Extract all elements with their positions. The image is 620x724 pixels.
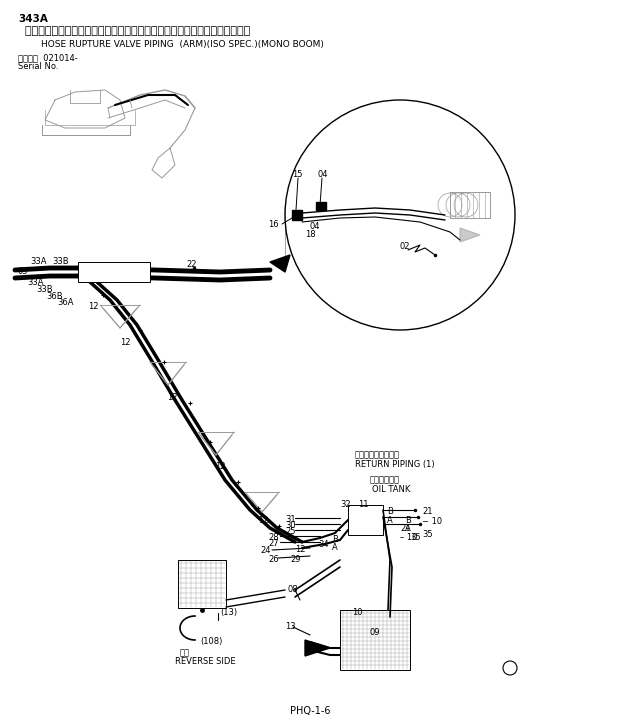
Text: 21: 21: [400, 524, 410, 533]
Text: 343A: 343A: [18, 14, 48, 24]
Text: RETURN PIPING (1): RETURN PIPING (1): [355, 460, 435, 469]
Text: 11: 11: [358, 500, 368, 509]
Text: 29: 29: [290, 555, 301, 564]
Text: A: A: [405, 524, 410, 533]
Text: 適用号機  021014-: 適用号機 021014-: [18, 53, 78, 62]
Text: 12: 12: [258, 516, 268, 525]
Text: 30: 30: [285, 521, 296, 530]
Text: 16: 16: [268, 220, 278, 229]
Text: Serial No.: Serial No.: [18, 62, 58, 71]
Text: リターン配管（１）: リターン配管（１）: [355, 450, 400, 459]
Text: 34: 34: [318, 540, 329, 549]
Text: PHQ-1-6: PHQ-1-6: [290, 706, 330, 716]
Text: – 10: – 10: [400, 533, 417, 542]
Text: OIL TANK: OIL TANK: [372, 485, 410, 494]
Text: B: B: [387, 507, 393, 516]
Text: 33A: 33A: [27, 278, 43, 287]
Text: B: B: [405, 516, 411, 525]
Text: B: B: [332, 535, 338, 544]
Text: 12: 12: [167, 393, 177, 402]
Text: 04: 04: [318, 170, 329, 179]
Text: 12: 12: [295, 545, 306, 554]
Text: HOSE RUPTURE VALVE PIPING  (ARM)(ISO SPEC.)(MONO BOOM): HOSE RUPTURE VALVE PIPING (ARM)(ISO SPEC…: [18, 40, 324, 49]
Text: 33B: 33B: [52, 257, 69, 266]
Text: 13: 13: [285, 622, 296, 631]
Text: A: A: [387, 516, 392, 525]
Text: 27: 27: [268, 539, 278, 548]
Text: 18: 18: [305, 230, 316, 239]
Polygon shape: [270, 255, 290, 272]
Text: 25: 25: [285, 527, 296, 536]
Text: 36B: 36B: [46, 292, 63, 301]
Bar: [340, 610, 410, 670]
Text: 32: 32: [340, 500, 351, 509]
Polygon shape: [316, 202, 326, 210]
Text: 裏面: 裏面: [180, 648, 190, 657]
Text: (108): (108): [200, 637, 223, 646]
Text: 02: 02: [400, 242, 410, 251]
Bar: [348, 505, 383, 535]
Bar: [78, 262, 150, 282]
Text: 31: 31: [285, 515, 296, 524]
Text: 24: 24: [260, 546, 270, 555]
Text: (13): (13): [220, 608, 237, 617]
Text: REVERSE SIDE: REVERSE SIDE: [175, 657, 236, 666]
Bar: [178, 560, 226, 608]
Text: 12: 12: [215, 462, 226, 471]
Text: オイルタンク: オイルタンク: [370, 475, 400, 484]
Text: 28: 28: [268, 533, 278, 542]
Text: 21: 21: [422, 507, 433, 516]
Text: 22: 22: [186, 260, 197, 269]
Text: 10: 10: [352, 608, 363, 617]
Polygon shape: [460, 228, 480, 242]
Text: 35: 35: [422, 530, 433, 539]
Text: ホースラプチャーバルブ配管（アーム）　（ＩＳＯ仕様）　（モノブーム）: ホースラプチャーバルブ配管（アーム） （ＩＳＯ仕様） （モノブーム）: [18, 26, 250, 36]
Text: A: A: [332, 543, 338, 552]
Text: 33B: 33B: [36, 285, 53, 294]
Text: 12: 12: [120, 338, 130, 347]
Polygon shape: [292, 210, 302, 220]
Text: 35: 35: [410, 533, 420, 542]
Text: 09: 09: [370, 628, 381, 637]
Text: 26: 26: [268, 555, 278, 564]
Polygon shape: [305, 640, 330, 656]
Text: 04: 04: [310, 222, 321, 231]
Text: − 10: − 10: [422, 517, 442, 526]
Text: 33A: 33A: [30, 257, 46, 266]
Text: 12: 12: [88, 302, 99, 311]
Text: 36A: 36A: [57, 298, 74, 307]
Text: 05: 05: [18, 267, 29, 276]
Text: 15: 15: [292, 170, 303, 179]
Text: 08: 08: [288, 585, 299, 594]
